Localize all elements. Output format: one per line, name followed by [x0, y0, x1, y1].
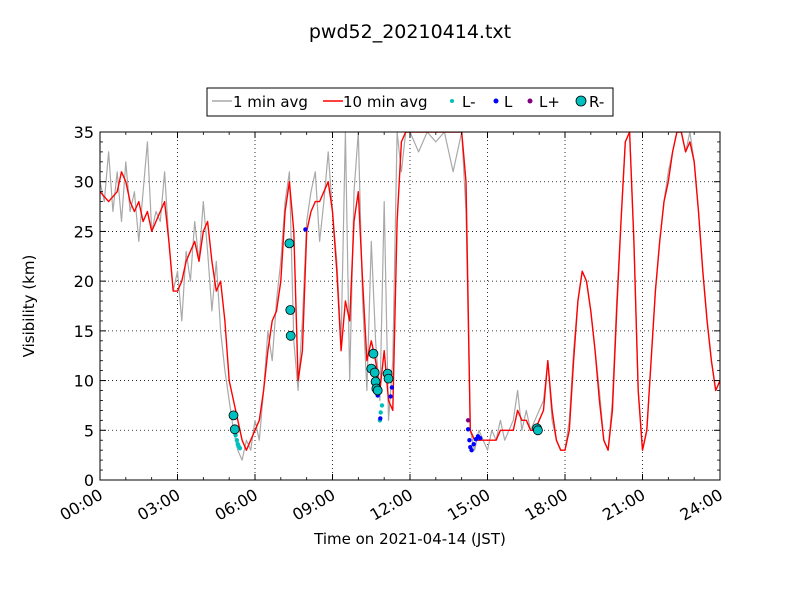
- marker-l: [471, 442, 476, 447]
- marker-l: [388, 394, 393, 399]
- legend-label-lplus: L+: [539, 93, 560, 111]
- marker-rminus: [533, 425, 543, 436]
- axis-ticks: 00:00 03:00 06:00 09:00 12:00 15:00 18:00 21:00…: [57, 123, 726, 525]
- series-layer: [100, 132, 720, 461]
- y-tick-label: 25: [74, 222, 94, 241]
- marker-lminus: [378, 410, 383, 415]
- marker-lminus: [234, 438, 240, 443]
- marker-l: [303, 227, 308, 232]
- legend-label-10min: 10 min avg: [343, 93, 428, 111]
- y-tick-label: 0: [84, 471, 94, 490]
- grid: [100, 132, 720, 480]
- legend-swatch-lplus: [527, 98, 533, 104]
- legend-label-rminus: R-: [589, 93, 604, 111]
- legend-swatch-lminus: [450, 99, 454, 103]
- marker-rminus: [383, 373, 394, 384]
- legend-label-lminus: L-: [462, 93, 476, 111]
- marker-l: [378, 416, 383, 421]
- x-tick-label: 24:00: [677, 485, 726, 525]
- x-tick-label: 06:00: [212, 485, 261, 525]
- x-tick-label: 12:00: [367, 485, 416, 525]
- marker-rminus: [369, 367, 380, 378]
- marker-rminus: [284, 238, 295, 249]
- marker-lminus: [379, 403, 385, 408]
- y-tick-label: 5: [84, 421, 94, 440]
- marker-rminus: [372, 385, 383, 396]
- y-tick-label: 35: [74, 123, 94, 142]
- legend-swatch-l: [493, 98, 499, 104]
- legend-box: [206, 87, 614, 117]
- marker-l: [469, 448, 474, 453]
- marker-rminus: [285, 330, 296, 341]
- marker-lminus: [237, 446, 243, 451]
- marker-l: [465, 427, 471, 432]
- y-tick-label: 30: [74, 173, 94, 192]
- y-tick-label: 10: [74, 372, 94, 391]
- chart-title: pwd52_20210414.txt: [309, 21, 511, 43]
- marker-rminus: [228, 410, 239, 421]
- x-axis-label: Time on 2021-04-14 (JST): [313, 530, 506, 548]
- legend-swatch-rminus: [575, 95, 587, 107]
- legend: 1 min avg 10 min avg L- L L+ R-: [206, 87, 614, 117]
- x-tick-label: 18:00: [522, 485, 571, 525]
- marker-lplus: [465, 418, 471, 423]
- x-tick-label: 15:00: [444, 485, 493, 525]
- marker-l: [478, 436, 483, 441]
- x-tick-label: 21:00: [599, 485, 648, 525]
- x-tick-label: 03:00: [134, 485, 183, 525]
- y-tick-label: 15: [74, 322, 94, 341]
- marker-l: [467, 438, 472, 443]
- marker-lminus: [233, 433, 238, 438]
- x-tick-label: 09:00: [289, 485, 338, 525]
- legend-label-l: L: [504, 93, 513, 111]
- marker-rminus: [229, 424, 240, 435]
- x-tick-label: 00:00: [57, 485, 106, 525]
- marker-l: [389, 385, 395, 390]
- series-line-10-min-avg: [100, 132, 720, 451]
- y-axis-label: Visibility (km): [20, 255, 38, 358]
- y-tick-label: 20: [74, 272, 94, 291]
- marker-rminus: [285, 305, 296, 315]
- legend-label-1min: 1 min avg: [233, 93, 308, 111]
- marker-rminus: [368, 348, 379, 359]
